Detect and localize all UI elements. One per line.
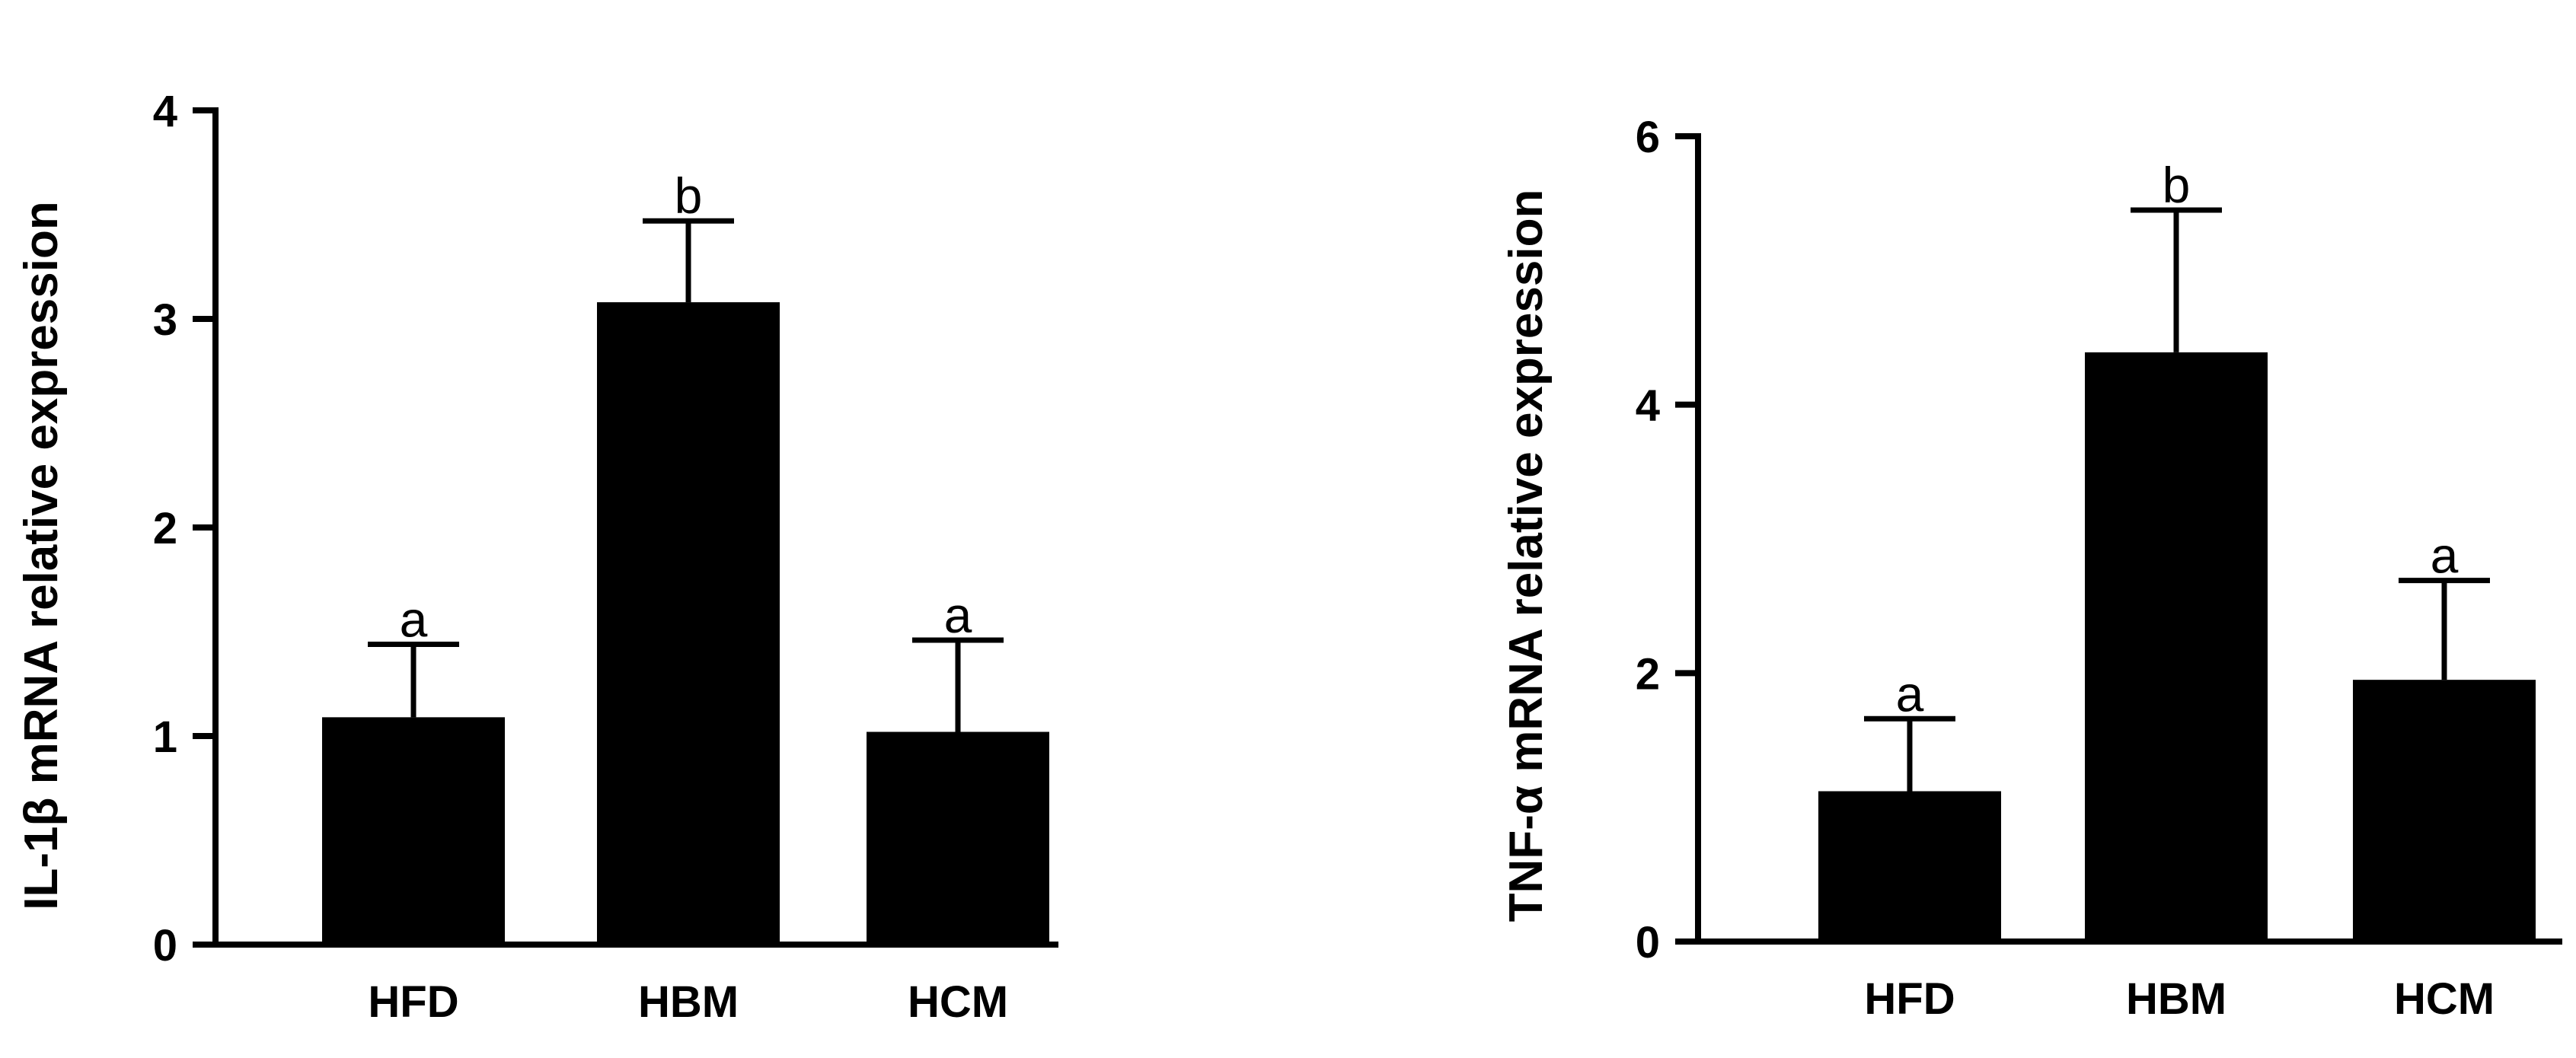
il1b-bars <box>322 302 1049 945</box>
il1b-significance-label: a <box>400 591 428 647</box>
tnfa-y-tick-label: 0 <box>1636 918 1660 967</box>
il1b-bar-hbm <box>597 302 780 945</box>
tnfa-significance-label: a <box>2431 527 2459 584</box>
tnfa-y-tick-label: 4 <box>1636 381 1660 431</box>
il1b-y-tick-label: 4 <box>153 87 177 136</box>
il1b-y-ticks: 0 1 2 3 4 <box>153 87 215 970</box>
tnfa-category-label: HBM <box>2126 974 2226 1024</box>
il1b-y-tick-label: 3 <box>153 295 177 345</box>
tnfa-category-label: HCM <box>2394 974 2495 1024</box>
tnfa-significance-label: a <box>1896 665 1924 722</box>
il1b-y-axis-title: IL-1β mRNA relative expression <box>15 201 68 910</box>
il1b-category-label: HBM <box>638 977 739 1027</box>
tnfa-bar-hfd <box>1818 791 2001 942</box>
tnfa-y-tick-label: 6 <box>1636 113 1660 162</box>
tnfa-bar-hbm <box>2085 352 2268 942</box>
tnfa-y-axis-title: TNF-α mRNA relative expression <box>1500 190 1553 923</box>
tnfa-significance-labels: a b a <box>1896 157 2459 722</box>
il1b-significance-labels: a b a <box>400 167 972 647</box>
tnfa-y-ticks: 0 2 4 6 <box>1636 113 1698 967</box>
tnfa-error-bars <box>1864 207 2490 792</box>
il1b-y-tick-label: 1 <box>153 712 177 762</box>
il1b-category-labels: HFD HBM HCM <box>368 977 1008 1027</box>
tnfa-significance-label: b <box>2163 157 2191 213</box>
tnfa-y-tick-label: 2 <box>1636 649 1660 699</box>
tnfa-category-labels: HFD HBM HCM <box>1864 974 2495 1024</box>
il1b-y-tick-label: 0 <box>153 921 177 970</box>
tnfa-bar-hcm <box>2353 680 2536 942</box>
il1b-bar-hfd <box>322 717 505 945</box>
il1b-y-tick-label: 2 <box>153 504 177 553</box>
il1b-error-bars <box>368 218 1004 732</box>
il1b-category-label: HFD <box>368 977 458 1027</box>
il1b-significance-label: b <box>675 167 703 224</box>
tnfa-bars <box>1818 352 2536 942</box>
il1b-category-label: HCM <box>908 977 1008 1027</box>
tnfa-category-label: HFD <box>1864 974 1955 1024</box>
tnfa-chart: TNF-α mRNA relative expression 0 2 4 6 a ba … <box>1500 113 2562 1024</box>
il1b-significance-label: a <box>944 587 972 643</box>
il1b-bar-hcm <box>867 731 1049 945</box>
